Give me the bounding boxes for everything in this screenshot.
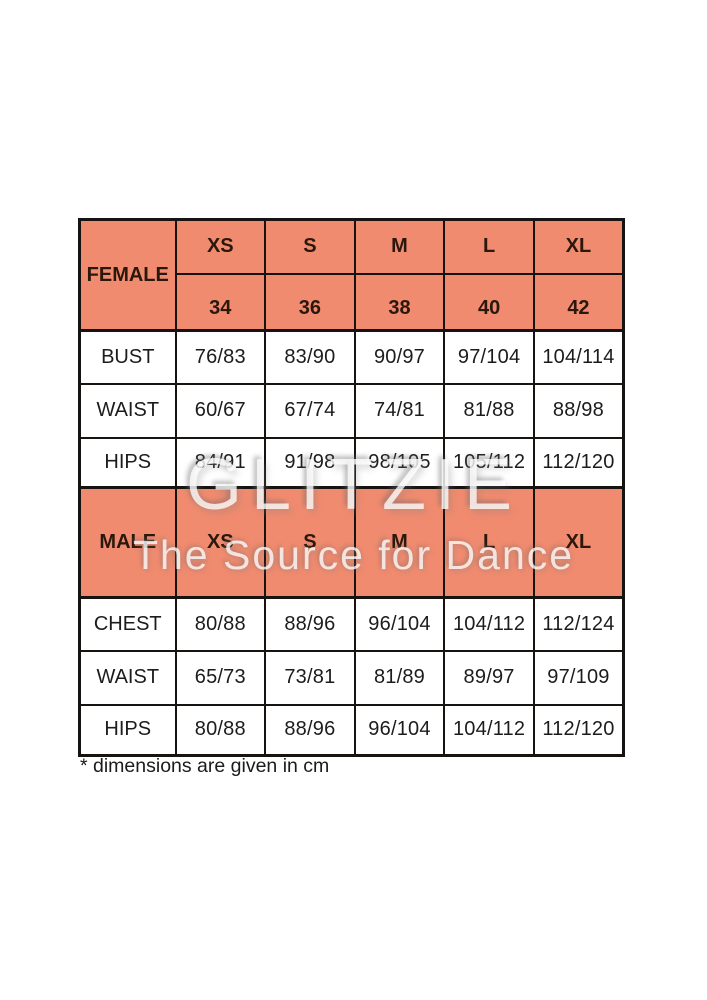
female-bust-row: BUST 76/83 83/90 90/97 97/104 104/114 (78, 329, 625, 385)
male-size-header-cell: L (443, 486, 535, 599)
value-cell: 88/96 (264, 596, 356, 652)
male-size-header-cell: XL (532, 486, 625, 599)
value-cell: 83/90 (264, 329, 356, 385)
value-cell: 80/88 (174, 596, 267, 652)
female-header-row: FEMALE XS S M L XL (78, 218, 625, 332)
row-label-cell: WAIST (78, 382, 177, 439)
value-cell: 105/112 (443, 436, 535, 489)
female-size-header-cell: XS (174, 218, 267, 275)
value-cell: 84/91 (174, 436, 267, 489)
male-waist-row: WAIST 65/73 73/81 81/89 89/97 97/109 (78, 649, 625, 706)
value-cell: 96/104 (353, 596, 446, 652)
value-cell: 89/97 (443, 649, 535, 706)
female-hips-row: HIPS 84/91 91/98 98/105 105/112 112/120 (78, 436, 625, 489)
female-label-cell: FEMALE (78, 218, 177, 332)
value-cell: 104/114 (532, 329, 625, 385)
value-cell: 80/88 (174, 703, 267, 757)
female-size-number-cell: 34 (174, 272, 267, 332)
value-cell: 104/112 (443, 596, 535, 652)
size-chart-table: FEMALE XS S M L XL 34 36 38 40 42 BUST 7… (78, 218, 625, 757)
value-cell: 112/120 (532, 703, 625, 757)
female-size-header-cell: M (353, 218, 446, 275)
row-label-cell: CHEST (78, 596, 177, 652)
row-label-cell: WAIST (78, 649, 177, 706)
row-label-cell: HIPS (78, 436, 177, 489)
value-cell: 88/98 (532, 382, 625, 439)
male-label-cell: MALE (78, 486, 177, 599)
female-size-number-cell: 40 (443, 272, 535, 332)
male-header-row: MALE XS S M L XL (78, 486, 625, 599)
male-size-header-cell: S (264, 486, 356, 599)
value-cell: 112/120 (532, 436, 625, 489)
male-hips-row: HIPS 80/88 88/96 96/104 104/112 112/120 (78, 703, 625, 757)
male-size-header-cell: XS (174, 486, 267, 599)
value-cell: 67/74 (264, 382, 356, 439)
value-cell: 90/97 (353, 329, 446, 385)
value-cell: 65/73 (174, 649, 267, 706)
female-size-number-cell: 38 (353, 272, 446, 332)
value-cell: 73/81 (264, 649, 356, 706)
value-cell: 81/88 (443, 382, 535, 439)
female-size-number-cell: 36 (264, 272, 356, 332)
female-waist-row: WAIST 60/67 67/74 74/81 81/88 88/98 (78, 382, 625, 439)
female-size-number-row: 34 36 38 40 42 (80, 272, 625, 332)
row-label-cell: HIPS (78, 703, 177, 757)
value-cell: 96/104 (353, 703, 446, 757)
dimensions-footnote: * dimensions are given in cm (80, 755, 330, 777)
value-cell: 97/104 (443, 329, 535, 385)
size-chart-table-wrap: FEMALE XS S M L XL 34 36 38 40 42 BUST 7… (78, 218, 625, 757)
value-cell: 60/67 (174, 382, 267, 439)
female-size-header-cell: L (443, 218, 535, 275)
value-cell: 104/112 (443, 703, 535, 757)
value-cell: 81/89 (353, 649, 446, 706)
value-cell: 112/124 (532, 596, 625, 652)
female-size-header-cell: XL (532, 218, 625, 275)
male-size-header-cell: M (353, 486, 446, 599)
value-cell: 98/105 (353, 436, 446, 489)
value-cell: 74/81 (353, 382, 446, 439)
value-cell: 97/109 (532, 649, 625, 706)
value-cell: 88/96 (264, 703, 356, 757)
row-label-cell: BUST (78, 329, 177, 385)
female-size-header-cell: S (264, 218, 356, 275)
male-chest-row: CHEST 80/88 88/96 96/104 104/112 112/124 (78, 596, 625, 652)
female-size-number-cell: 42 (532, 272, 625, 332)
value-cell: 76/83 (174, 329, 267, 385)
value-cell: 91/98 (264, 436, 356, 489)
